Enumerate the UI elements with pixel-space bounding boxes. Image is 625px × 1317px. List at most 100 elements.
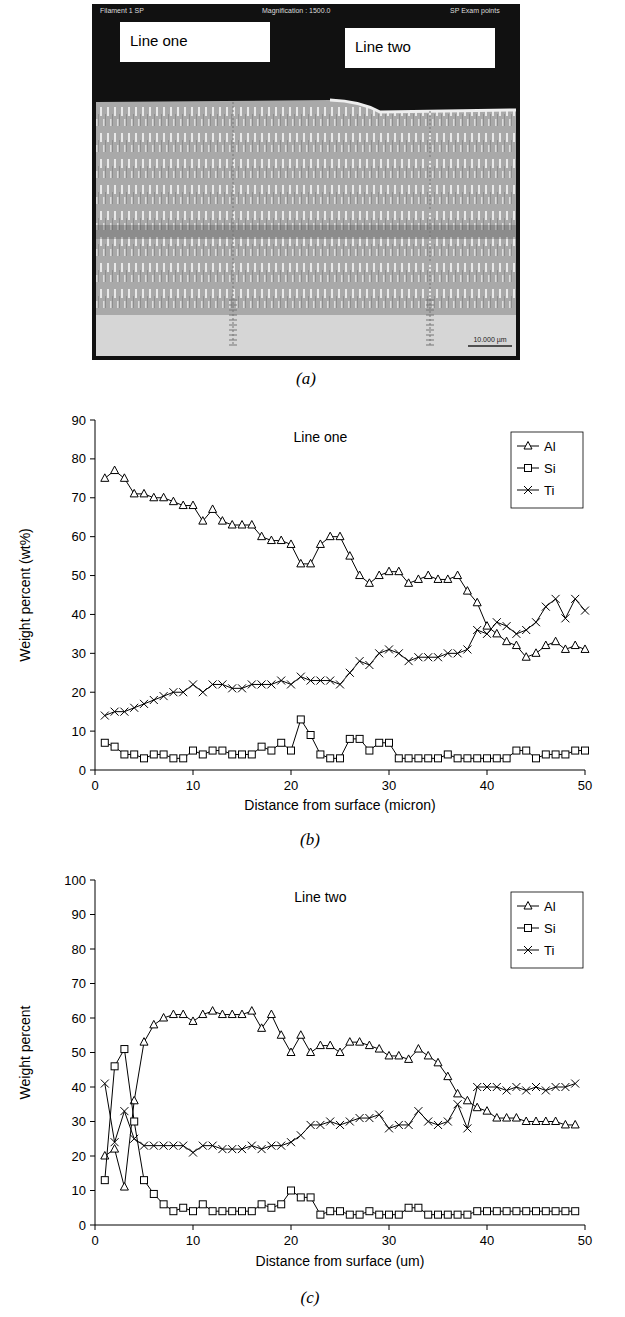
point [160, 493, 168, 501]
point [307, 1048, 315, 1056]
point [552, 637, 560, 645]
point [503, 622, 511, 630]
point [542, 1208, 549, 1215]
point [414, 1107, 422, 1115]
chart: 010203040506070809010001020304050Distanc… [17, 873, 592, 1308]
point [131, 751, 138, 758]
point [130, 704, 138, 712]
scan-tick [229, 345, 237, 346]
point [199, 1142, 207, 1150]
point [248, 1208, 255, 1215]
point [424, 653, 432, 661]
coating-band [96, 225, 516, 239]
y-tick [90, 458, 95, 459]
point [160, 751, 167, 758]
x-axis-title: Distance from surface (um) [256, 1253, 425, 1269]
point [219, 747, 226, 754]
point [160, 692, 168, 700]
point [326, 677, 334, 685]
point [463, 1124, 471, 1132]
x-tick [389, 1225, 390, 1230]
point [385, 1124, 393, 1132]
point [238, 1010, 246, 1018]
point [179, 688, 187, 696]
point [248, 521, 256, 529]
point [199, 751, 206, 758]
point [542, 641, 550, 649]
point [395, 755, 402, 762]
surface-edge [330, 100, 516, 112]
point [532, 1117, 540, 1125]
point [503, 1114, 511, 1122]
point [258, 743, 265, 750]
point [228, 1145, 236, 1153]
y-tick [90, 1225, 95, 1226]
y-tick-label: 50 [72, 1045, 86, 1060]
y-tick-label: 50 [72, 568, 86, 583]
scan-line [233, 102, 234, 345]
point [297, 673, 305, 681]
point [444, 1072, 452, 1080]
point [150, 1190, 157, 1197]
point [228, 684, 236, 692]
point [375, 1045, 383, 1053]
scan-tick [229, 310, 237, 311]
point [229, 751, 236, 758]
point [326, 1118, 334, 1126]
point [337, 755, 344, 762]
figure: Filament 1 SPMagnification : 1500.0SP Ex… [0, 0, 625, 1317]
legend-box [511, 892, 583, 968]
point [297, 559, 305, 567]
plot-area [101, 466, 589, 762]
point [346, 552, 354, 560]
point [130, 1135, 138, 1143]
point [571, 641, 579, 649]
point [513, 1208, 520, 1215]
point [366, 1208, 373, 1215]
point [532, 1083, 540, 1091]
point [552, 1117, 560, 1125]
point [444, 649, 452, 657]
scan-tick [426, 300, 434, 301]
point [268, 1204, 275, 1211]
point [493, 1114, 501, 1122]
x-tick [585, 1225, 586, 1230]
y-tick-label: 40 [72, 607, 86, 622]
legend-label: Al [544, 439, 556, 454]
y-tick-label: 20 [72, 1149, 86, 1164]
point [150, 493, 158, 501]
x-tick-label: 30 [382, 778, 396, 793]
point [434, 575, 442, 583]
point [267, 1142, 275, 1150]
y-tick-label: 80 [72, 942, 86, 957]
point [395, 1051, 403, 1059]
point [346, 669, 354, 677]
label-box [345, 28, 495, 68]
point [140, 1142, 148, 1150]
point [454, 1089, 462, 1097]
point [278, 1201, 285, 1208]
point [561, 1120, 569, 1128]
series-line [105, 1049, 575, 1215]
point [454, 755, 461, 762]
point [405, 579, 413, 587]
scan-tick [426, 315, 434, 316]
point [473, 1083, 481, 1091]
header-text: Filament 1 SP [100, 7, 144, 14]
plot-area [101, 1007, 579, 1219]
y-tick-label: 70 [72, 490, 86, 505]
x-tick-label: 20 [284, 778, 298, 793]
point [316, 677, 324, 685]
scan-tick [426, 345, 434, 346]
point [572, 1208, 579, 1215]
point [444, 575, 452, 583]
point [512, 641, 520, 649]
legend-label: Ti [544, 943, 554, 958]
point [150, 751, 157, 758]
substrate [96, 315, 516, 356]
x-tick-label: 0 [91, 778, 98, 793]
scale-bar [468, 345, 512, 347]
point [169, 1010, 177, 1018]
chart-title: Line two [294, 889, 346, 905]
point [454, 1100, 462, 1108]
